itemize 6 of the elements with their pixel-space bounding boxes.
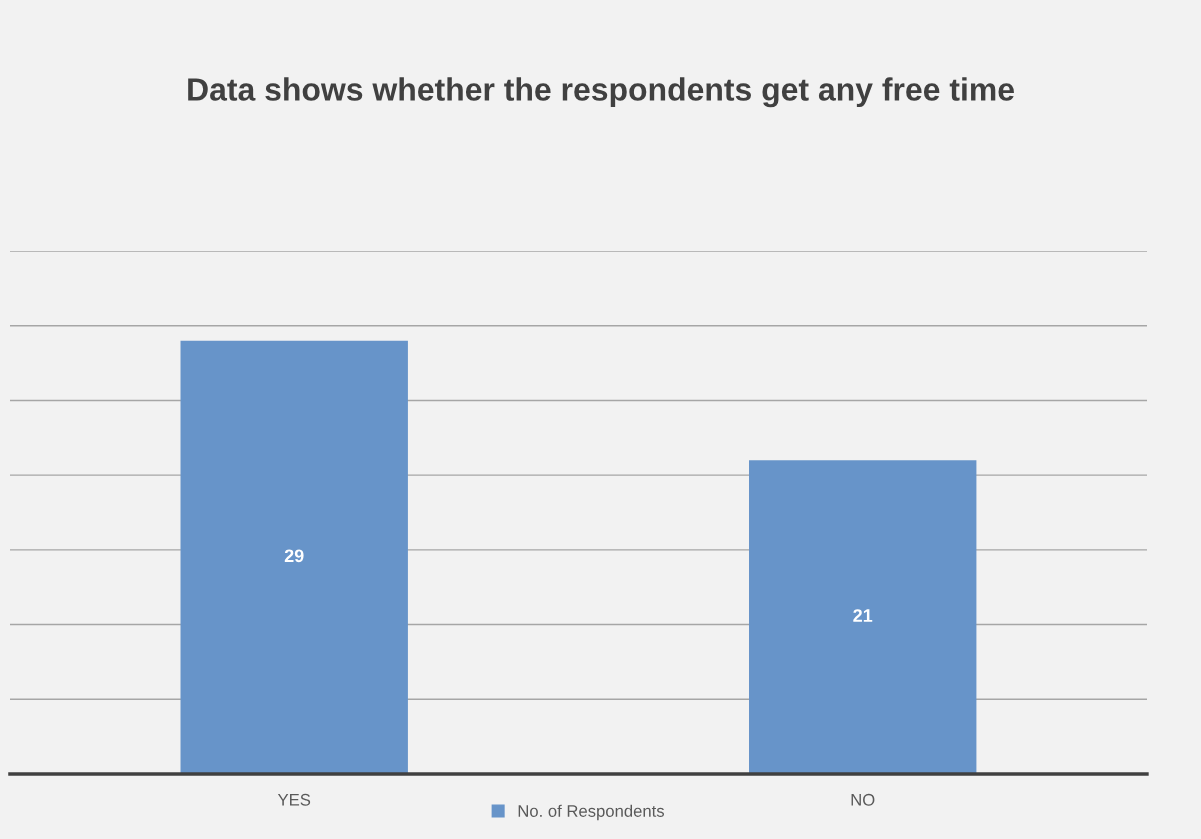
x-tick-label: NO bbox=[851, 793, 875, 806]
chart-title: Data shows whether the respondents get any free time bbox=[188, 77, 1014, 108]
x-tick-label: YES bbox=[277, 793, 311, 806]
data-label: 29 bbox=[284, 549, 304, 563]
data-label: 21 bbox=[853, 609, 873, 622]
legend-label: No. of Respondents bbox=[518, 804, 665, 821]
